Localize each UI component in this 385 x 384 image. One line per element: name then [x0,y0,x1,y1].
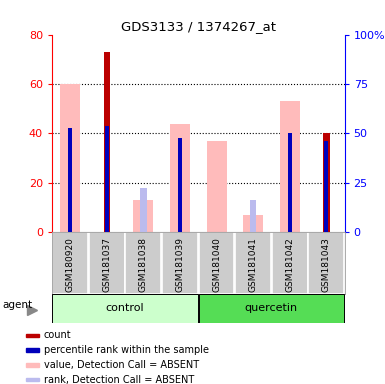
Bar [323,134,330,232]
Bar [133,200,154,232]
Bar [27,378,39,381]
Bar [199,294,344,323]
Bar [280,101,300,232]
Text: percentile rank within the sample: percentile rank within the sample [44,345,209,355]
Text: control: control [106,303,144,313]
Bar [104,52,110,232]
Text: count: count [44,330,71,340]
Text: quercetin: quercetin [245,303,298,313]
Bar [243,215,263,232]
Bar [162,232,198,294]
Text: GSM181043: GSM181043 [322,237,331,292]
Bar [52,294,198,323]
Bar [199,232,234,294]
Bar [178,138,182,232]
Bar [235,232,271,294]
Text: value, Detection Call = ABSENT: value, Detection Call = ABSENT [44,360,199,370]
Text: GSM181041: GSM181041 [249,237,258,292]
Bar [89,232,125,294]
Bar [27,348,39,352]
Title: GDS3133 / 1374267_at: GDS3133 / 1374267_at [121,20,276,33]
Text: GSM180920: GSM180920 [66,237,75,292]
Bar [105,126,109,232]
Bar [27,363,39,367]
Bar [272,232,308,294]
Text: GSM181037: GSM181037 [102,237,111,292]
Text: GSM181040: GSM181040 [212,237,221,292]
Bar [126,232,161,294]
Text: rank, Detection Call = ABSENT: rank, Detection Call = ABSENT [44,375,194,384]
Bar [140,188,147,232]
Bar [288,134,291,232]
Bar [60,84,80,232]
Bar [250,200,256,232]
Bar [170,124,190,232]
Text: GSM181039: GSM181039 [176,237,184,292]
Bar [69,129,72,232]
Bar [206,141,227,232]
Bar [52,232,88,294]
Bar [308,232,344,294]
Text: agent: agent [3,300,33,310]
Text: GSM181038: GSM181038 [139,237,148,292]
Bar [325,141,328,232]
Text: GSM181042: GSM181042 [285,237,294,292]
Bar [27,334,39,337]
